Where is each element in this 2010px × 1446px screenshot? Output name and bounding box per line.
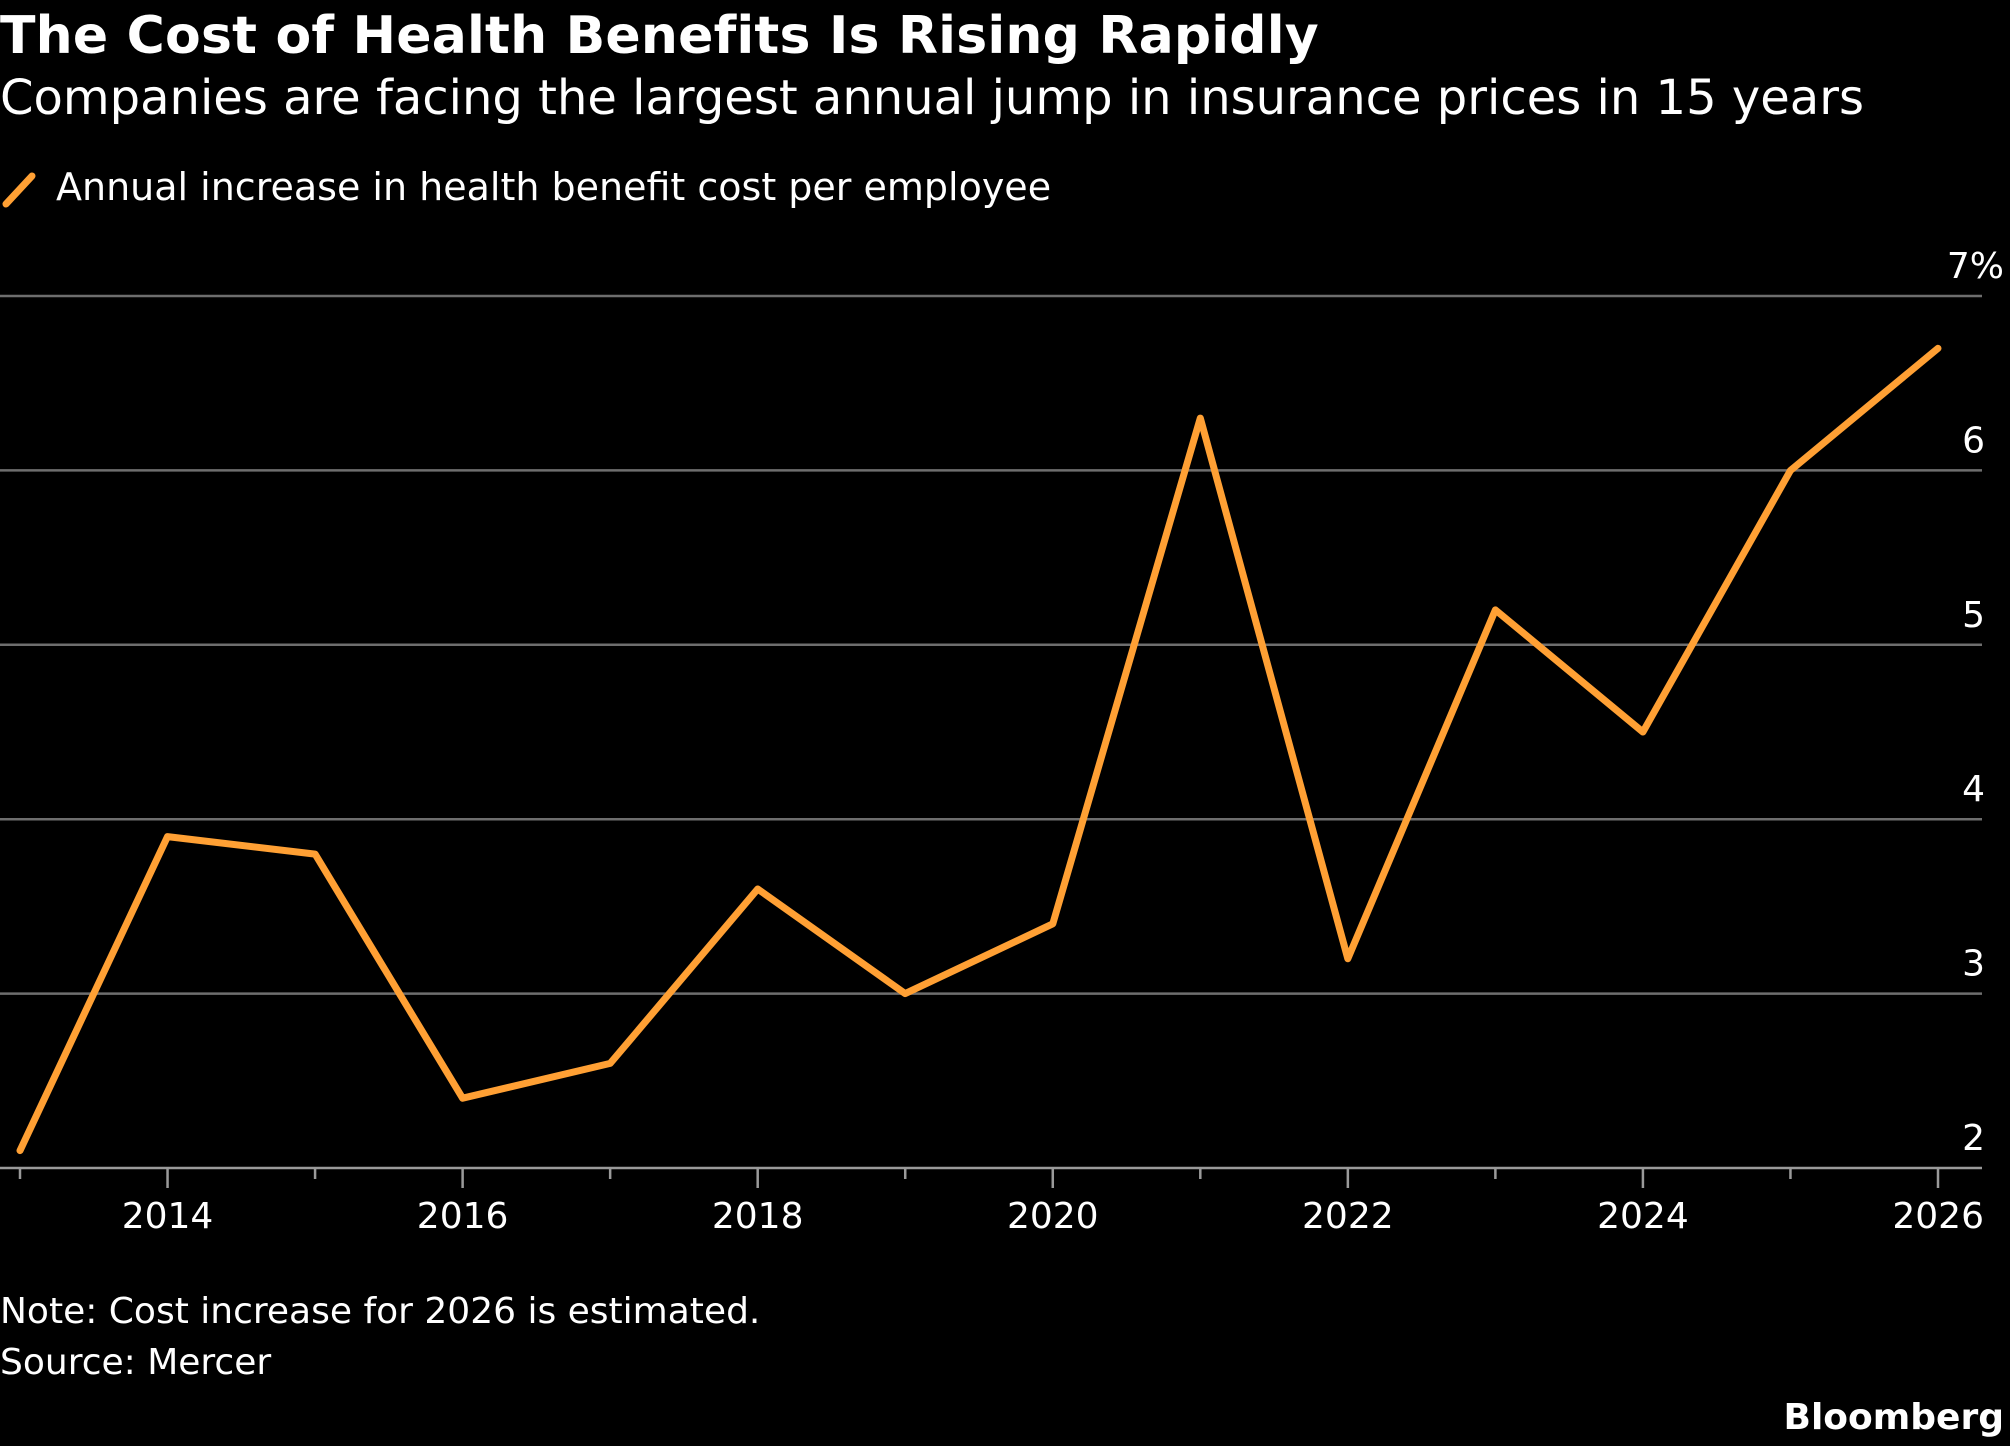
chart-subtitle: Companies are facing the largest annual …	[0, 70, 1864, 126]
x-axis	[0, 1166, 1982, 1188]
x-tick-label-2022: 2022	[1302, 1196, 1394, 1237]
x-tick-label-2014: 2014	[122, 1196, 214, 1237]
x-tick-label-2020: 2020	[1007, 1196, 1099, 1237]
y-tick-label-3: 3	[1962, 944, 1985, 985]
x-axis-tick-labels: 2014 2016 2018 2020 2022 2024 2026	[122, 1196, 1984, 1237]
y-tick-label-7: 7%	[1947, 246, 2004, 287]
legend: Annual increase in health benefit cost p…	[0, 162, 1051, 212]
legend-swatch	[2, 172, 36, 208]
legend-label: Annual increase in health benefit cost p…	[56, 165, 1052, 209]
bloomberg-logo: Bloomberg	[1783, 1397, 2004, 1438]
series-line-0	[16, 344, 1942, 1155]
y-tick-label-2: 2	[1962, 1118, 1985, 1159]
chart-source: Source: Mercer	[0, 1342, 272, 1383]
gridlines	[0, 294, 1982, 995]
x-tick-label-2018: 2018	[712, 1196, 804, 1237]
series-layer	[16, 344, 1942, 1155]
y-axis-tick-labels: 2 3 4 5 6 7%	[1947, 246, 2004, 1159]
x-tick-label-2016: 2016	[417, 1196, 509, 1237]
y-tick-label-6: 6	[1962, 420, 1985, 461]
y-tick-label-5: 5	[1962, 595, 1985, 636]
x-tick-label-2026: 2026	[1892, 1196, 1984, 1237]
chart-note: Note: Cost increase for 2026 is estimate…	[0, 1291, 761, 1332]
x-tick-label-2024: 2024	[1597, 1196, 1689, 1237]
chart-title: The Cost of Health Benefits Is Rising Ra…	[0, 6, 1319, 66]
y-tick-label-4: 4	[1962, 769, 1985, 810]
